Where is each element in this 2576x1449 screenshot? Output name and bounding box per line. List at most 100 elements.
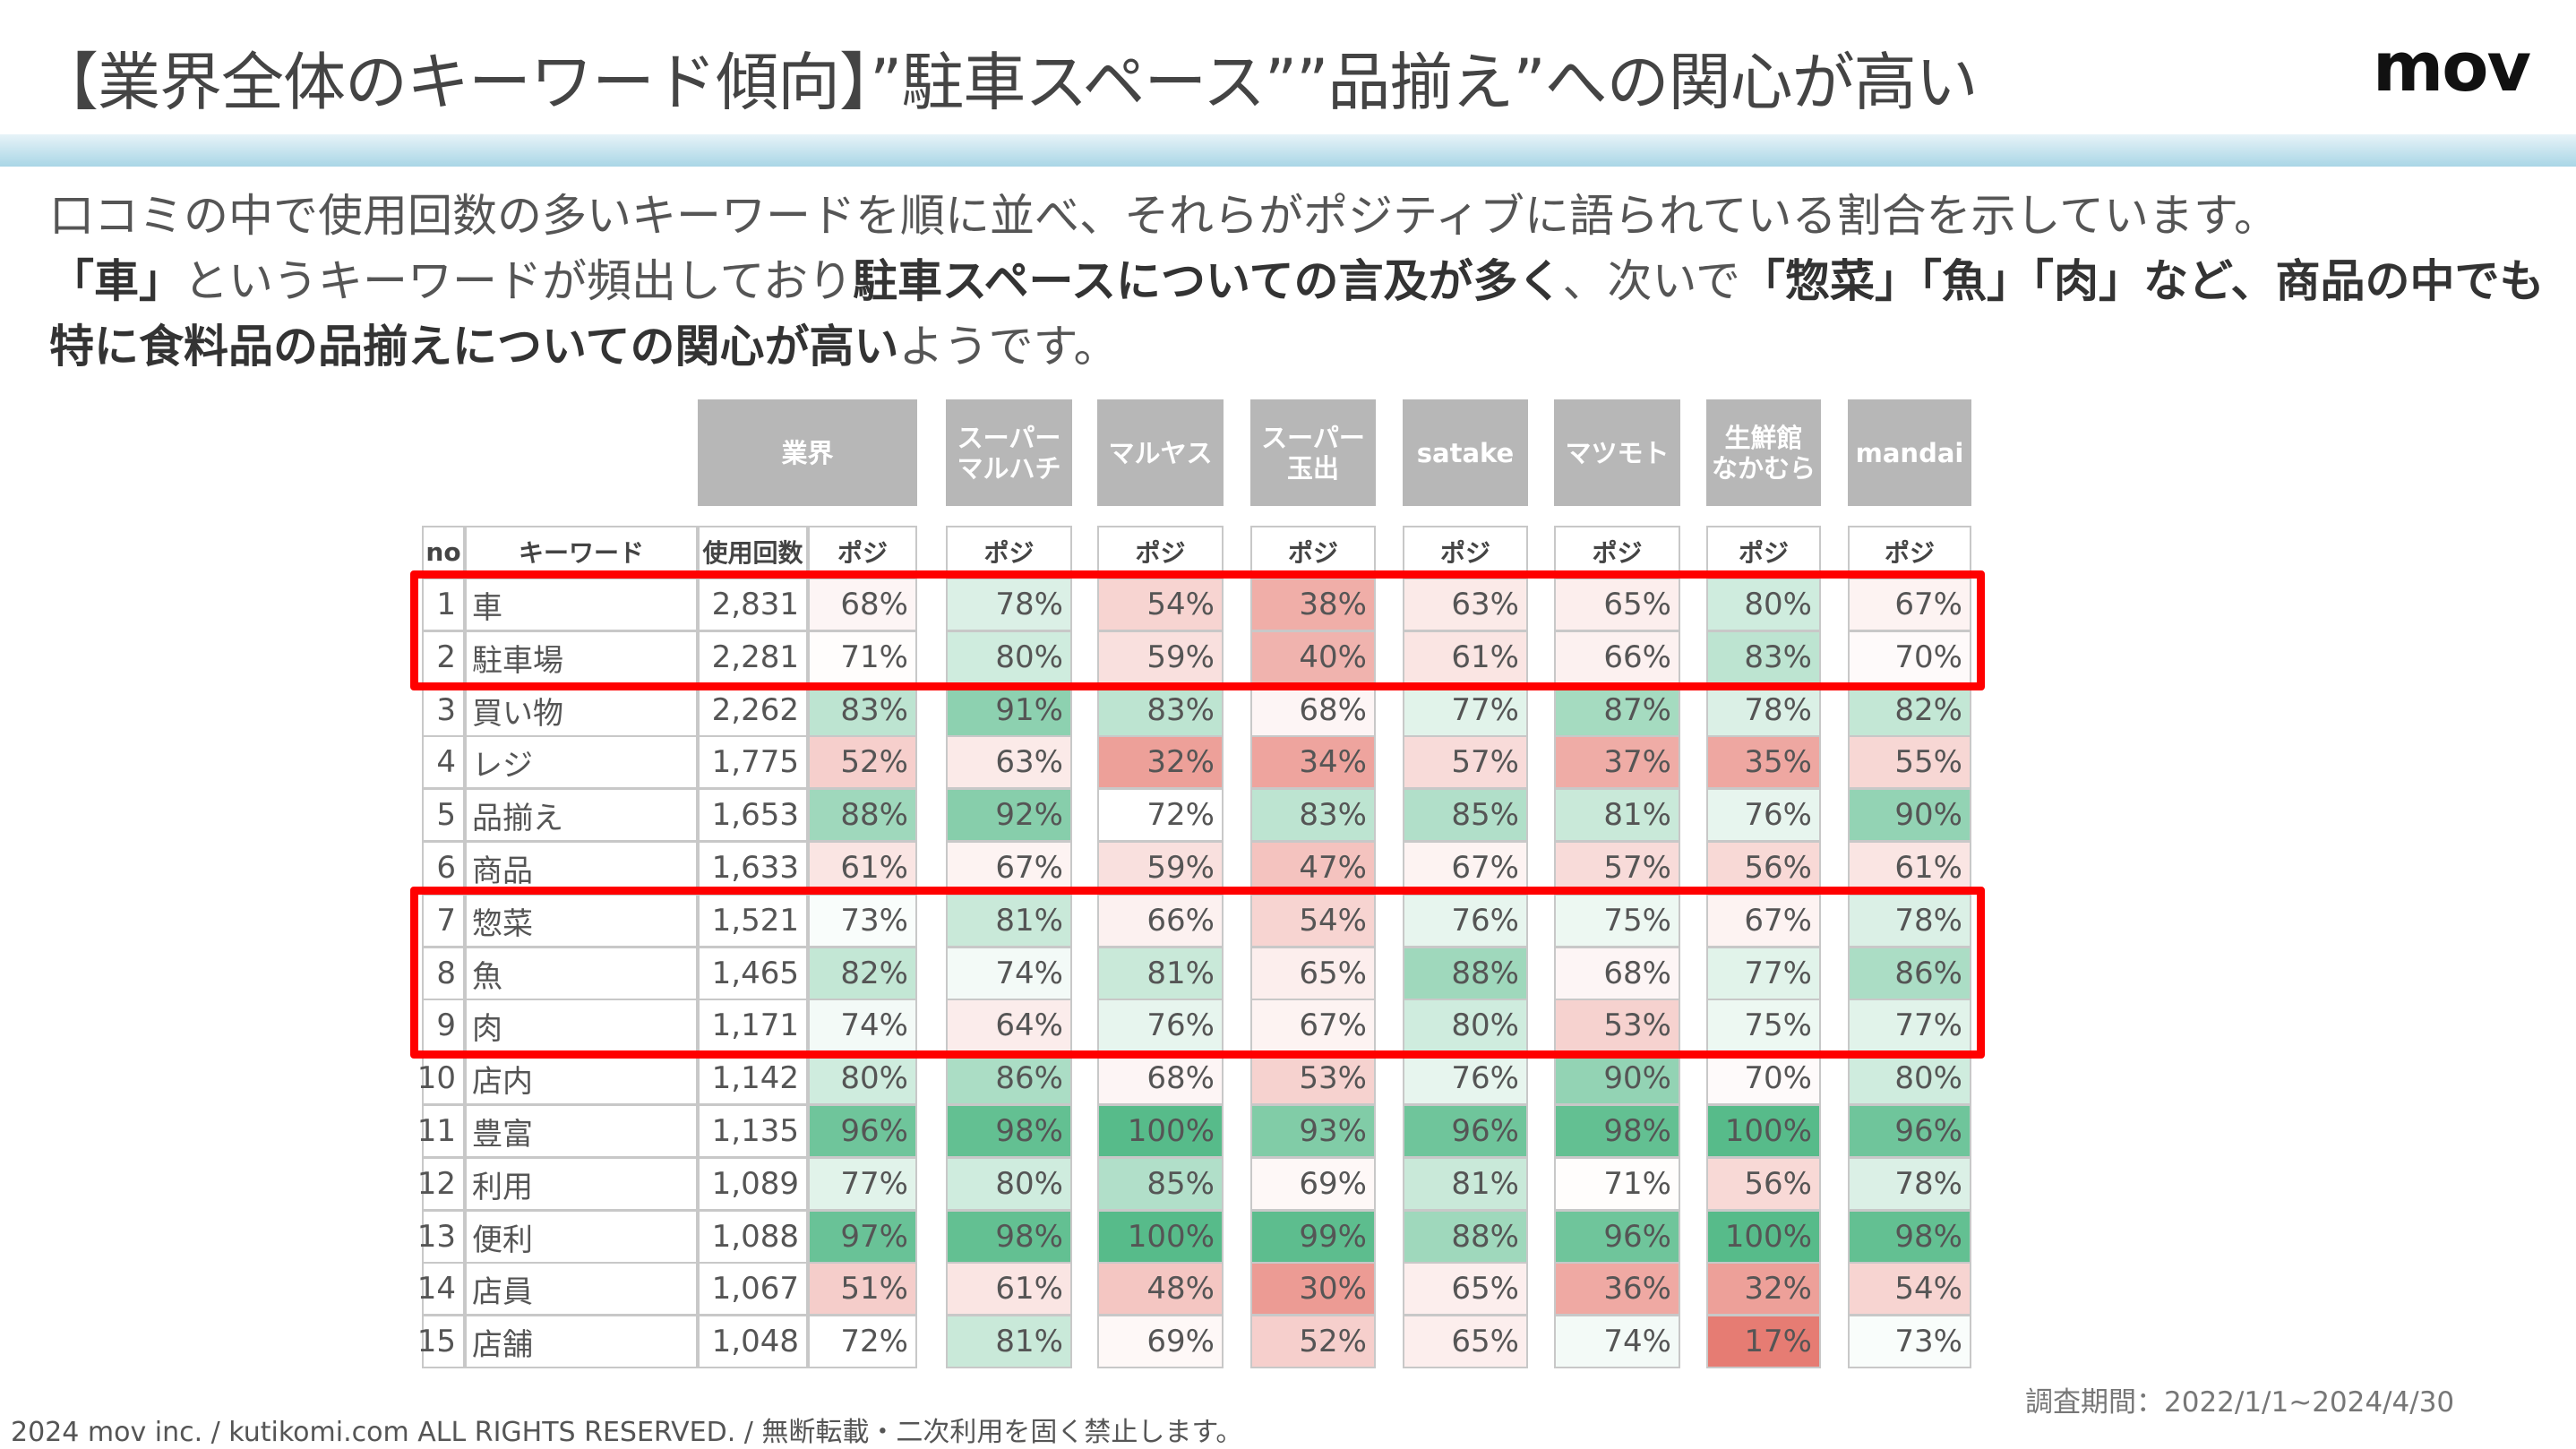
description-text: 口コミの中で使用回数の多いキーワードを順に並べ、それらがポジティブに語られている… bbox=[49, 184, 2557, 380]
posi-rate-cell: 68% bbox=[808, 578, 917, 631]
posi-rate-cell: 87% bbox=[1554, 683, 1680, 737]
posi-rate-cell: 52% bbox=[808, 735, 917, 789]
posi-rate-cell: 36% bbox=[1554, 1262, 1680, 1316]
posi-rate-cell: 88% bbox=[808, 788, 917, 842]
posi-rate-cell: 90% bbox=[1554, 1051, 1680, 1105]
posi-rate-cell: 56% bbox=[1706, 1157, 1821, 1211]
posi-rate-cell: 98% bbox=[946, 1104, 1072, 1158]
posi-rate-cell: 85% bbox=[1097, 1157, 1224, 1211]
row-count: 1,775 bbox=[698, 735, 808, 789]
posi-rate-cell: 78% bbox=[946, 578, 1072, 631]
store-header-label: satake bbox=[1416, 437, 1515, 468]
row-no: 14 bbox=[417, 1262, 465, 1316]
posi-rate-cell: 100% bbox=[1097, 1104, 1224, 1158]
survey-period: 調査期間：2022/1/1~2024/4/30 bbox=[2025, 1386, 2455, 1419]
posi-rate-cell: 17% bbox=[1706, 1315, 1821, 1368]
posi-rate-cell: 67% bbox=[1403, 841, 1528, 895]
posi-rate-cell: 66% bbox=[1554, 630, 1680, 684]
posi-rate-cell: 54% bbox=[1848, 1262, 1971, 1316]
row-no: 11 bbox=[417, 1104, 465, 1158]
posi-rate-cell: 66% bbox=[1097, 894, 1224, 947]
row-keyword: 豊富 bbox=[465, 1104, 698, 1158]
posi-rate-cell: 80% bbox=[1706, 578, 1821, 631]
posi-rate-cell: 68% bbox=[1250, 683, 1376, 737]
store-header: 生鮮館 なかむら bbox=[1706, 399, 1821, 506]
store-header: スーパー マルハチ bbox=[946, 399, 1072, 506]
posi-rate-cell: 100% bbox=[1706, 1104, 1821, 1158]
row-no: 4 bbox=[422, 735, 465, 789]
row-keyword: 店員 bbox=[465, 1262, 698, 1316]
posi-rate-cell: 80% bbox=[1848, 1051, 1971, 1105]
description-segment: というキーワードが頻出しており bbox=[184, 255, 853, 307]
store-header: スーパー 玉出 bbox=[1250, 399, 1376, 506]
mov-logo: mov bbox=[2373, 27, 2531, 107]
posi-rate-cell: 76% bbox=[1403, 1051, 1528, 1105]
posi-rate-cell: 74% bbox=[808, 999, 917, 1052]
posi-rate-cell: 71% bbox=[1554, 1157, 1680, 1211]
row-count: 1,067 bbox=[698, 1262, 808, 1316]
posi-rate-cell: 90% bbox=[1848, 788, 1971, 842]
description-segment: 口コミの中で使用回数の多いキーワードを順に並べ、それらがポジティブに語られている… bbox=[49, 190, 2279, 242]
row-count: 1,135 bbox=[698, 1104, 808, 1158]
row-keyword: 買い物 bbox=[465, 683, 698, 737]
posi-rate-cell: 51% bbox=[808, 1262, 917, 1316]
posi-rate-cell: 83% bbox=[1250, 788, 1376, 842]
posi-rate-cell: 82% bbox=[808, 947, 917, 1000]
posi-rate-cell: 37% bbox=[1554, 735, 1680, 789]
posi-rate-cell: 53% bbox=[1250, 1051, 1376, 1105]
store-header-label: マツモト bbox=[1565, 437, 1670, 468]
store-header: マルヤス bbox=[1097, 399, 1224, 506]
row-keyword: 店舗 bbox=[465, 1315, 698, 1368]
posi-rate-cell: 65% bbox=[1403, 1315, 1528, 1368]
row-keyword: 便利 bbox=[465, 1210, 698, 1264]
posi-rate-cell: 78% bbox=[1848, 1157, 1971, 1211]
row-no: 12 bbox=[417, 1157, 465, 1211]
store-header-label: スーパー 玉出 bbox=[1261, 422, 1365, 484]
row-count: 1,088 bbox=[698, 1210, 808, 1264]
posi-rate-cell: 88% bbox=[1403, 947, 1528, 1000]
posi-rate-cell: 83% bbox=[1706, 630, 1821, 684]
posi-rate-cell: 48% bbox=[1097, 1262, 1224, 1316]
posi-rate-cell: 35% bbox=[1706, 735, 1821, 789]
page-title: 【業界全体のキーワード傾向】”駐車スペース””品揃え”への関心が高い bbox=[36, 46, 1979, 119]
posi-rate-cell: 83% bbox=[808, 683, 917, 737]
posi-rate-cell: 75% bbox=[1706, 999, 1821, 1052]
description-segment: 、次いで bbox=[1562, 255, 1741, 307]
posi-rate-cell: 59% bbox=[1097, 841, 1224, 895]
description-segment: ようです。 bbox=[898, 321, 1119, 373]
row-count: 1,653 bbox=[698, 788, 808, 842]
header-divider-band bbox=[0, 134, 2576, 167]
posi-rate-cell: 38% bbox=[1250, 578, 1376, 631]
posi-rate-cell: 69% bbox=[1097, 1315, 1224, 1368]
posi-rate-cell: 76% bbox=[1706, 788, 1821, 842]
posi-rate-cell: 34% bbox=[1250, 735, 1376, 789]
posi-rate-cell: 72% bbox=[1097, 788, 1224, 842]
posi-rate-cell: 80% bbox=[1403, 999, 1528, 1052]
row-count: 2,281 bbox=[698, 630, 808, 684]
posi-rate-cell: 32% bbox=[1097, 735, 1224, 789]
row-count: 1,089 bbox=[698, 1157, 808, 1211]
posi-rate-cell: 80% bbox=[946, 1157, 1072, 1211]
row-count: 1,142 bbox=[698, 1051, 808, 1105]
store-header: mandai bbox=[1848, 399, 1971, 506]
posi-rate-cell: 78% bbox=[1848, 894, 1971, 947]
posi-rate-cell: 83% bbox=[1097, 683, 1224, 737]
posi-rate-cell: 70% bbox=[1706, 1051, 1821, 1105]
row-no: 3 bbox=[422, 683, 465, 737]
posi-rate-cell: 81% bbox=[946, 1315, 1072, 1368]
emphasis-text: 駐車スペースについての言及が多く bbox=[853, 255, 1563, 307]
highlight-box bbox=[410, 570, 1985, 690]
posi-rate-cell: 77% bbox=[1403, 683, 1528, 737]
posi-rate-cell: 76% bbox=[1097, 999, 1224, 1052]
posi-rate-cell: 100% bbox=[1706, 1210, 1821, 1264]
posi-rate-cell: 55% bbox=[1848, 735, 1971, 789]
posi-rate-cell: 78% bbox=[1706, 683, 1821, 737]
row-keyword: 店内 bbox=[465, 1051, 698, 1105]
posi-rate-cell: 57% bbox=[1554, 841, 1680, 895]
row-no: 5 bbox=[422, 788, 465, 842]
posi-rate-cell: 80% bbox=[946, 630, 1072, 684]
posi-rate-cell: 81% bbox=[1403, 1157, 1528, 1211]
posi-rate-cell: 68% bbox=[1097, 1051, 1224, 1105]
posi-rate-cell: 71% bbox=[808, 630, 917, 684]
posi-rate-cell: 91% bbox=[946, 683, 1072, 737]
